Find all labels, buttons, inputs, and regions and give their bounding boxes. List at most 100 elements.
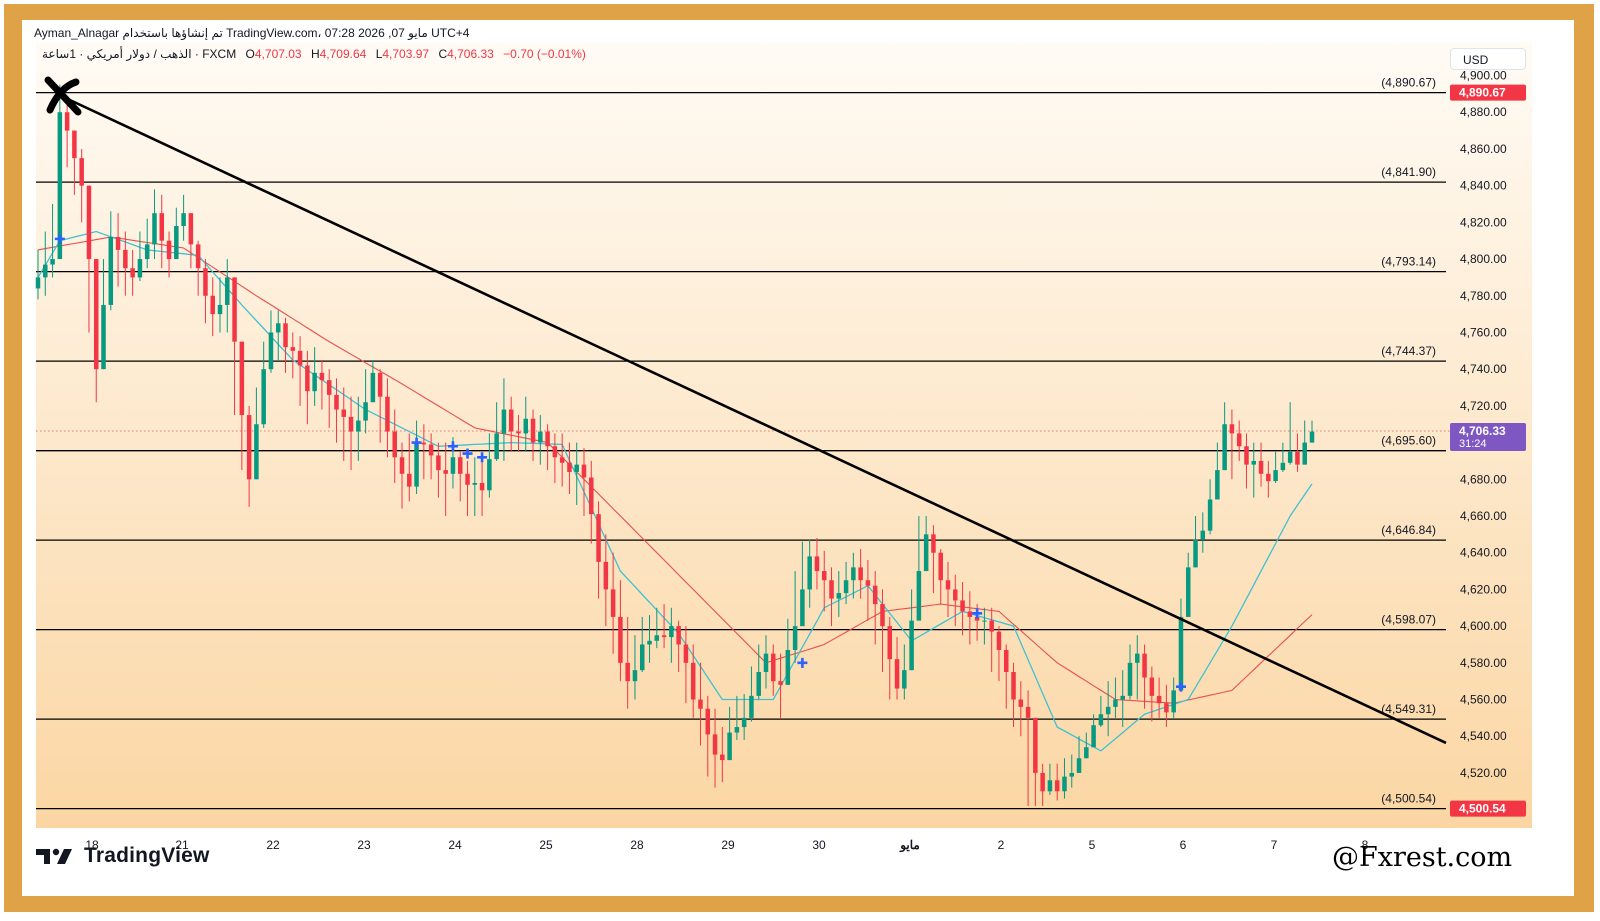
candle-body xyxy=(916,571,922,621)
candle-body xyxy=(1236,433,1242,447)
trendline[interactable] xyxy=(64,96,1447,745)
candle-body xyxy=(778,681,783,685)
candle-body xyxy=(370,372,376,403)
candle-body xyxy=(239,341,245,416)
candle-body xyxy=(625,662,630,682)
y-tick-label: 4,740.00 xyxy=(1460,362,1507,376)
candle-body xyxy=(174,226,179,260)
candle-body xyxy=(756,672,761,696)
currency-button[interactable]: USD xyxy=(1450,48,1526,70)
candle-body xyxy=(749,695,754,718)
candle-body xyxy=(872,585,878,605)
chart-card: 4,520.00 4,540.00 4,560.00 4,580.00 4,600.00… xyxy=(22,20,1574,896)
candle-body xyxy=(807,556,812,590)
close-label: C xyxy=(438,47,448,61)
x-tick-label: 5 xyxy=(1089,838,1096,852)
candle-body xyxy=(152,213,157,245)
candle-body xyxy=(348,416,354,432)
y-tick-label: 4,660.00 xyxy=(1460,509,1507,523)
x-tick-label: 21 xyxy=(175,838,189,852)
candle-body xyxy=(450,457,456,474)
x-tick-label: مايو xyxy=(899,838,920,853)
candle-body xyxy=(581,464,587,478)
candle-body xyxy=(1185,567,1191,617)
y-tick-label: 4,580.00 xyxy=(1460,656,1507,670)
candle-body xyxy=(283,323,288,348)
candle-body xyxy=(610,589,616,617)
candle-body xyxy=(1025,706,1031,718)
candle-body xyxy=(1033,717,1038,773)
candle-body xyxy=(923,534,929,572)
open-value: 4,707.03 xyxy=(254,47,302,61)
candle-body xyxy=(1258,460,1264,474)
level-label: (4,793.14) xyxy=(1381,255,1436,269)
candle-body xyxy=(436,455,441,471)
signal-plus-icon xyxy=(447,441,458,452)
candlestick-chart[interactable]: 4,520.00 4,540.00 4,560.00 4,580.00 4,600.00… xyxy=(22,20,1574,896)
candle-body xyxy=(1295,451,1300,465)
low-value: 4,703.97 xyxy=(382,47,430,61)
y-tick-label: 4,780.00 xyxy=(1460,289,1507,303)
candle-body xyxy=(50,259,55,265)
candle-body xyxy=(86,185,92,260)
candle-body xyxy=(523,418,529,434)
candle-body xyxy=(79,158,84,186)
candle-body xyxy=(254,424,259,480)
candle-body xyxy=(101,304,106,370)
candle-body xyxy=(902,670,907,689)
candle-body xyxy=(1280,462,1286,471)
candle-body xyxy=(712,734,718,755)
candle-body xyxy=(1193,539,1198,568)
x-tick-label: 24 xyxy=(448,838,462,852)
candle-body xyxy=(785,649,791,685)
candle-body xyxy=(574,464,579,472)
candle-body xyxy=(1003,649,1009,672)
candle-body xyxy=(836,593,842,599)
candle-body xyxy=(319,372,325,381)
level-label: (4,549.31) xyxy=(1381,702,1436,716)
x-tick-label: 30 xyxy=(812,838,826,852)
candle-body xyxy=(1149,677,1155,696)
y-tick-label: 4,600.00 xyxy=(1460,619,1507,633)
ema-slow-line xyxy=(37,236,1313,704)
current-price-tag-bg xyxy=(1450,422,1526,451)
candle-body xyxy=(887,626,893,660)
close-value: 4,706.33 xyxy=(447,47,494,61)
candle-body xyxy=(217,304,223,315)
candle-body xyxy=(1120,695,1125,700)
candle-body xyxy=(821,571,827,581)
candle-body xyxy=(392,431,397,458)
candle-body xyxy=(669,626,674,638)
candle-body xyxy=(399,457,405,474)
candle-body xyxy=(159,213,165,241)
candle-body xyxy=(705,708,711,735)
candle-body xyxy=(989,620,994,632)
candle-body xyxy=(115,237,121,250)
y-tick-label: 4,900.00 xyxy=(1460,69,1507,83)
high-value: 4,709.64 xyxy=(319,47,367,61)
y-tick-label: 4,860.00 xyxy=(1460,142,1507,156)
ohlc-legend: الذهب / دولار أمريكي · 1ساعة · FXCM O4,7… xyxy=(42,47,586,61)
candle-body xyxy=(530,418,536,443)
current-price-countdown: 31:24 xyxy=(1459,438,1487,450)
tradingview-logo-icon xyxy=(36,848,72,864)
candle-body xyxy=(421,442,427,445)
level-label: (4,646.84) xyxy=(1381,523,1436,537)
candle-body xyxy=(567,462,572,472)
x-tick-label: 18 xyxy=(85,838,99,852)
candle-body xyxy=(647,640,652,645)
y-tick-label: 4,680.00 xyxy=(1460,472,1507,486)
candle-body xyxy=(290,347,296,351)
candle-body xyxy=(996,631,1002,650)
candle-body xyxy=(501,409,507,434)
candle-body xyxy=(967,611,973,617)
y-tick-label: 4,760.00 xyxy=(1460,325,1507,339)
candle-body xyxy=(698,699,703,709)
candle-body xyxy=(931,534,936,553)
candle-body xyxy=(603,561,609,590)
y-tick-label: 4,520.00 xyxy=(1460,766,1507,780)
candle-body xyxy=(800,589,805,627)
level-label: (4,598.07) xyxy=(1381,613,1436,627)
candle-body xyxy=(261,369,266,425)
candle-body xyxy=(43,264,48,278)
